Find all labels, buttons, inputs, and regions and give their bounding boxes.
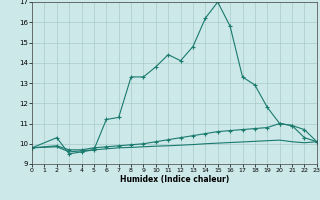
X-axis label: Humidex (Indice chaleur): Humidex (Indice chaleur) (120, 175, 229, 184)
